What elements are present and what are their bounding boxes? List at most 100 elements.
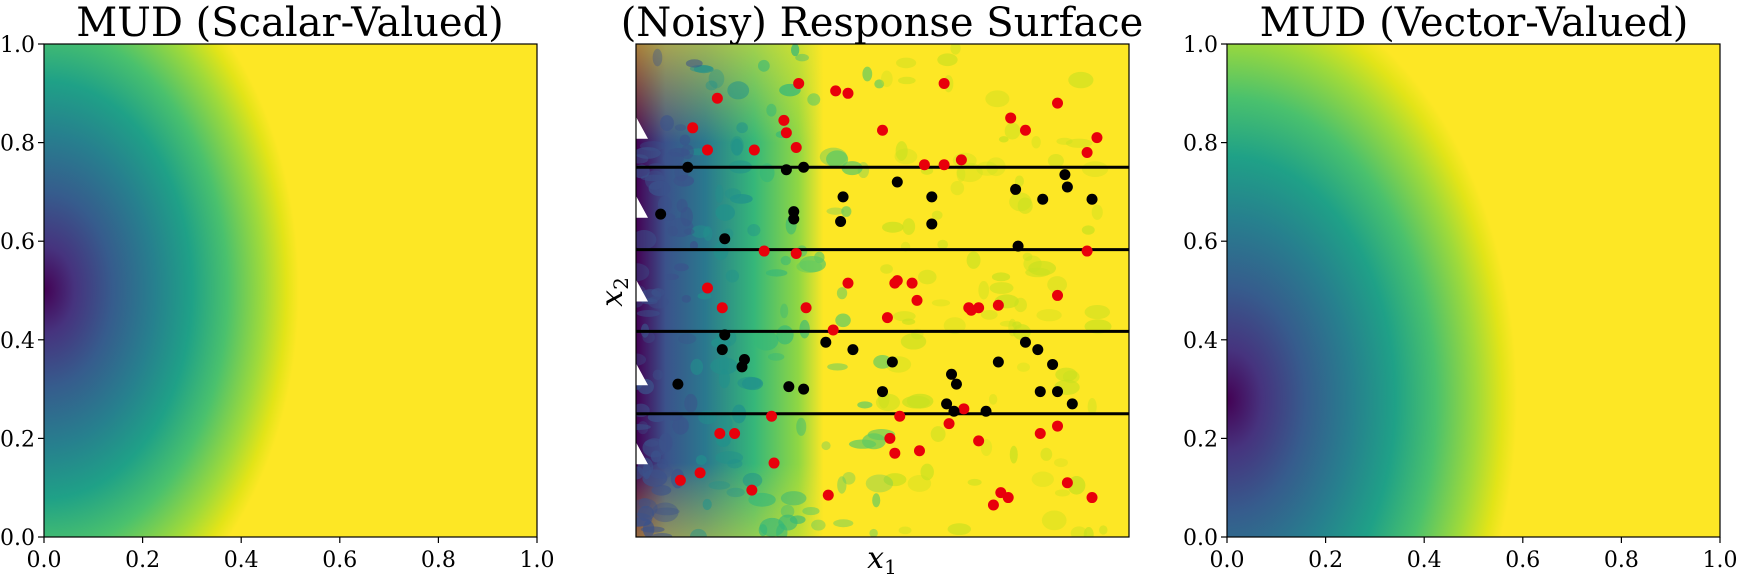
red-point <box>790 142 802 154</box>
red-point <box>958 403 970 415</box>
noise-blob <box>691 225 710 239</box>
noise-blob <box>742 472 763 488</box>
noise-blob <box>882 221 904 233</box>
noise-blob <box>1047 153 1064 168</box>
noise-blob <box>702 498 712 511</box>
noise-blob <box>967 478 982 486</box>
noise-blob <box>799 255 826 273</box>
noise-blob <box>1068 71 1094 89</box>
red-point <box>894 410 906 422</box>
scalar-ytick-label: 1.0 <box>0 33 35 58</box>
red-point <box>913 445 925 457</box>
red-point <box>877 124 888 136</box>
red-point <box>800 302 812 314</box>
noise-blob <box>872 493 881 508</box>
noise-blob <box>1065 138 1093 148</box>
noise-blob <box>1040 447 1053 461</box>
noise-blob <box>920 463 934 481</box>
noise-blob <box>897 76 916 85</box>
noise-blob <box>950 180 965 196</box>
red-point <box>1005 112 1017 124</box>
noise-blob <box>842 471 856 485</box>
black-point <box>877 386 888 398</box>
noise-blob <box>710 357 738 375</box>
noise-blob <box>672 416 689 435</box>
red-point <box>793 77 805 89</box>
red-point <box>992 299 1004 311</box>
noise-blob <box>636 309 660 317</box>
noise-blob <box>988 393 998 405</box>
red-point <box>889 447 901 459</box>
red-point <box>1081 245 1093 257</box>
noise-blob <box>918 269 937 285</box>
red-point <box>973 435 985 447</box>
black-point <box>837 191 849 203</box>
noise-blob <box>1031 471 1054 487</box>
noise-blob <box>1047 276 1068 293</box>
noise-blob <box>679 134 691 146</box>
red-point <box>778 114 790 126</box>
vector-ytick-label: 0.2 <box>1183 427 1218 452</box>
noise-blob <box>681 295 691 303</box>
noise-blob <box>1017 197 1033 214</box>
noise-blob <box>636 423 651 430</box>
noise-blob <box>715 184 724 203</box>
red-point <box>729 427 741 439</box>
noise-blob <box>895 141 908 161</box>
noise-blob <box>697 292 712 300</box>
red-point <box>701 144 713 156</box>
black-point <box>1019 336 1031 348</box>
noise-blob <box>1025 267 1051 278</box>
noise-blob <box>648 463 674 479</box>
red-point <box>1081 146 1093 158</box>
noise-blob <box>650 450 662 463</box>
noise-blob <box>1054 489 1070 497</box>
noise-blob <box>826 150 849 168</box>
noise-blob <box>1031 135 1041 149</box>
noise-blob <box>678 333 697 345</box>
noise-blob <box>980 309 998 320</box>
red-point <box>938 77 950 89</box>
noise-blob <box>683 228 695 235</box>
black-point <box>891 176 903 188</box>
scalar-heatmap <box>44 44 537 537</box>
noise-blob <box>715 451 744 465</box>
black-point <box>788 206 800 218</box>
vector-ytick-label: 1.0 <box>1183 33 1218 58</box>
noise-blob <box>674 263 689 272</box>
noise-blob <box>690 358 704 376</box>
triangle-marker <box>636 195 648 218</box>
vector-ytick-label: 0.4 <box>1183 329 1218 354</box>
noise-blob <box>705 80 718 91</box>
vector-ytick-label: 0.0 <box>1183 526 1218 551</box>
noise-blob <box>873 354 892 369</box>
noise-blob <box>865 474 894 493</box>
noise-blob <box>654 507 680 516</box>
noise-blob <box>985 90 1010 108</box>
black-point <box>941 398 953 410</box>
black-point <box>835 215 847 227</box>
surface-noise <box>636 44 1112 537</box>
noise-blob <box>741 377 764 391</box>
black-point <box>948 405 960 417</box>
noise-blob <box>998 136 1009 143</box>
noise-blob <box>666 410 683 421</box>
noise-blob <box>931 210 943 220</box>
noise-blob <box>636 230 657 250</box>
noise-blob <box>725 269 740 283</box>
red-point <box>701 282 713 294</box>
noise-blob <box>758 524 768 537</box>
noise-blob <box>685 59 703 68</box>
noise-blob <box>1099 525 1108 535</box>
noise-blob <box>837 476 847 494</box>
red-point <box>758 245 770 257</box>
panel-title-response: (Noisy) Response Surface <box>621 0 1144 46</box>
plot-frame-vector <box>1226 43 1721 538</box>
noise-blob <box>862 66 873 82</box>
x-axis-label: x1 <box>867 541 897 577</box>
noise-blob <box>807 93 821 106</box>
noise-blob <box>658 433 673 453</box>
red-point <box>918 159 930 171</box>
black-point <box>783 381 795 393</box>
